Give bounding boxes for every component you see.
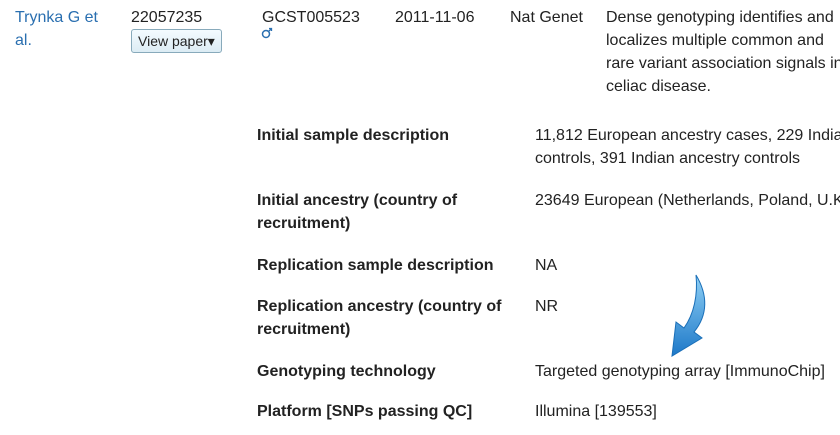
text-line: Initial sample description	[257, 127, 450, 144]
date: 2011-11-06	[395, 9, 475, 26]
icon[interactable]	[261, 27, 273, 39]
text-line: celiac disease.	[606, 78, 711, 95]
detail-value: NR	[535, 295, 558, 318]
arrow	[671, 274, 706, 357]
text-line: Targeted genotyping array [ImmunoChip]	[535, 363, 825, 380]
text-line: Trynka G et	[15, 9, 98, 26]
detail-label: Replication sample description	[257, 254, 494, 277]
accession: GCST005523	[262, 9, 360, 26]
detail-value: NA	[535, 254, 557, 277]
detail-value: 11,812 European ancestry cases, 229 Indi…	[535, 124, 840, 170]
pubmed-id: 22057235	[131, 9, 203, 26]
detail-label: Genotyping technology	[257, 360, 436, 383]
journal: Nat Genet	[510, 9, 583, 26]
text-line: 23649 European (Netherlands, Poland, U.K	[535, 192, 840, 209]
text-line: recruitment)	[257, 215, 351, 232]
text-line: recruitment)	[257, 321, 351, 338]
text-line: Replication sample description	[257, 257, 494, 274]
detail-value: 23649 European (Netherlands, Poland, U.K	[535, 189, 840, 212]
detail-value: Targeted genotyping array [ImmunoChip]	[535, 360, 825, 383]
text-line: Initial ancestry (country of	[257, 192, 458, 209]
detail-value: Illumina [139553]	[535, 400, 657, 423]
text-line: controls, 391 Indian ancestry controls	[535, 150, 801, 167]
text-line: NA	[535, 257, 558, 274]
text-line: Illumina [139553]	[535, 403, 657, 420]
author[interactable]: Trynka G et al.	[15, 6, 98, 52]
detail-label: Initial sample description	[257, 124, 449, 147]
detail-label: Replication ancestry (country of recruitm…	[257, 295, 502, 341]
text-line: Replication ancestry (country of	[257, 298, 502, 315]
detail-label: Initial ancestry (country of recruitment)	[257, 189, 457, 235]
button-label: View paper	[138, 33, 208, 49]
text-line: rare variant association signals in	[606, 55, 840, 72]
text-line: Platform [SNPs passing QC]	[257, 403, 473, 420]
view-paper-button[interactable]: View paper▾	[131, 29, 222, 53]
detail-label: Platform [SNPs passing QC]	[257, 400, 472, 423]
text-line: al.	[15, 32, 32, 49]
text-line: Dense genotyping identifies and	[606, 9, 834, 26]
text-line: Genotyping technology	[257, 363, 436, 380]
text-line: localizes multiple common and	[606, 32, 824, 49]
title: Dense genotyping identifies and localizes…	[606, 6, 840, 98]
text-line: 11,812 European ancestry cases, 229 Indi…	[535, 127, 840, 144]
text-line: NR	[535, 298, 559, 315]
